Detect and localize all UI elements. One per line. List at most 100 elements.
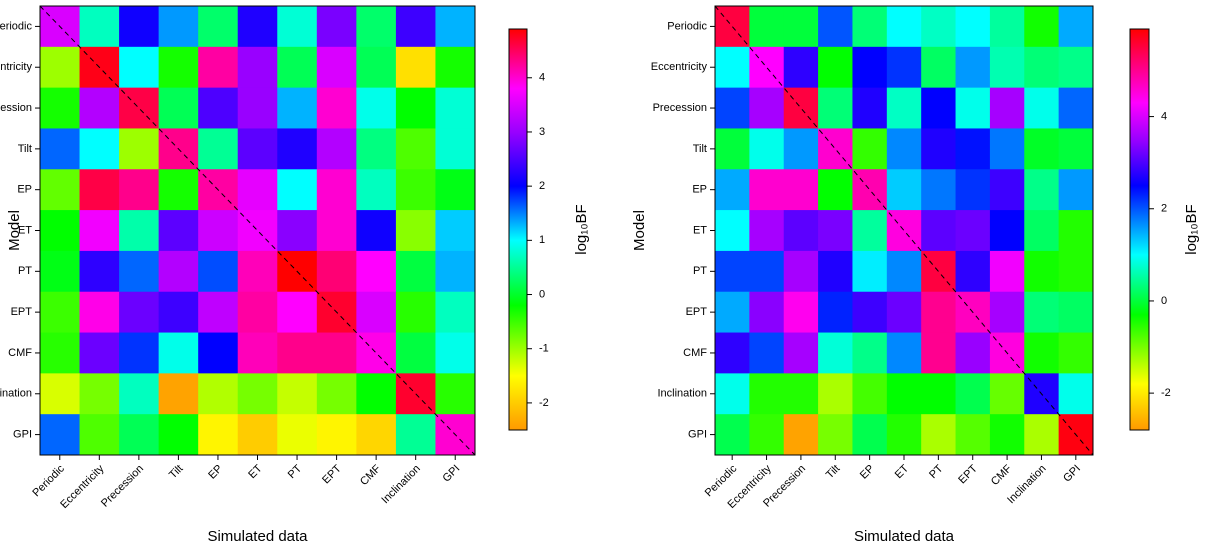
heatmap-cell [1058, 46, 1094, 89]
heatmap-cell [852, 373, 888, 415]
heatmap-cell [79, 332, 120, 374]
heatmap-cell [989, 46, 1025, 89]
y-tick-label: EPT [11, 306, 33, 318]
colorbar-tick-label: 0 [1161, 295, 1167, 307]
heatmap-cell [356, 210, 397, 252]
y-tick-label: EPT [686, 306, 708, 318]
heatmap-cell [435, 210, 476, 252]
colorbar-tick-label: -2 [1161, 387, 1171, 399]
heatmap-cell [395, 210, 436, 252]
heatmap-cell [198, 46, 239, 89]
heatmap-cell [852, 291, 888, 334]
heatmap-cell [277, 210, 318, 252]
heatmap-cell [921, 128, 957, 170]
heatmap-cell [158, 250, 199, 293]
heatmap-cell [198, 6, 239, 48]
heatmap-cell [1024, 250, 1060, 293]
heatmap-cell [783, 332, 819, 374]
heatmap-cell [237, 87, 278, 129]
y-tick-label: EP [17, 184, 32, 196]
y-tick-label: Tilt [18, 143, 32, 155]
heatmap-cell [316, 373, 357, 415]
heatmap-cell [749, 332, 785, 374]
heatmap-cell [749, 169, 785, 211]
y-tick-label: ET [693, 224, 707, 236]
heatmap-cell [435, 291, 476, 334]
heatmap-cell [395, 128, 436, 170]
heatmap-cell [79, 169, 120, 211]
heatmap-cell [395, 414, 436, 456]
heatmap-cell [886, 6, 922, 48]
heatmap-cell [356, 250, 397, 293]
heatmap-cell [989, 128, 1025, 170]
heatmap-cell [435, 6, 476, 48]
heatmap-cell [277, 169, 318, 211]
heatmap-cell [852, 169, 888, 211]
heatmap-cell [783, 250, 819, 293]
heatmap-cell [886, 332, 922, 374]
heatmap-cell [277, 46, 318, 89]
heatmap-cell [955, 373, 991, 415]
heatmap-cell [715, 291, 750, 334]
heatmap-cell [921, 46, 957, 89]
heatmap-cell [783, 6, 819, 48]
heatmap-cell [40, 128, 81, 170]
heatmap-cell [955, 87, 991, 129]
heatmap-cell [40, 250, 81, 293]
heatmap-cell [886, 291, 922, 334]
heatmap-cell [158, 332, 199, 374]
heatmap-cell [886, 128, 922, 170]
x-tick-label: ET [893, 462, 912, 481]
heatmap-cell [783, 414, 819, 456]
heatmap-cell [921, 414, 957, 456]
heatmap-cell [1024, 46, 1060, 89]
colorbar-tick-label: 0 [539, 288, 545, 300]
heatmap-cell [40, 291, 81, 334]
heatmap-cell [237, 46, 278, 89]
x-tick-label: GPI [441, 463, 463, 485]
x-tick-label: EPT [320, 463, 344, 487]
y-tick-label: Precession [0, 102, 32, 114]
heatmap-cell [158, 6, 199, 48]
heatmap-cell [79, 291, 120, 334]
heatmap-cell [356, 414, 397, 456]
heatmap-cell [989, 6, 1025, 48]
colorbar-tick-label: -2 [539, 397, 549, 409]
heatmap-cell [749, 250, 785, 293]
colorbar-tick-label: 2 [539, 180, 545, 192]
colorbar [508, 28, 528, 431]
heatmap-cell [356, 373, 397, 415]
colorbar-label: log₁₀BF [1183, 204, 1200, 254]
heatmap-cell [818, 169, 853, 211]
heatmap-cell [158, 291, 199, 334]
diagonal [714, 5, 1094, 456]
heatmap-cell [955, 250, 991, 293]
heatmap-cell [40, 169, 81, 211]
colorbar [1129, 28, 1150, 431]
colorbar-tick-label: 3 [539, 126, 545, 138]
y-tick-label: GPI [688, 428, 707, 440]
heatmap-cell [395, 87, 436, 129]
y-tick-label: Inclination [0, 388, 32, 400]
heatmap-cell [277, 414, 318, 456]
x-tick-label: ET [246, 462, 265, 481]
heatmap-cell [818, 128, 853, 170]
heatmap-cell [198, 87, 239, 129]
heatmap-cell [818, 87, 853, 129]
heatmap-cell [955, 169, 991, 211]
heatmap-cell [715, 169, 750, 211]
heatmap-cell [316, 87, 357, 129]
heatmap-cell [277, 332, 318, 374]
y-axis-label: Model [6, 210, 23, 251]
x-tick-label: Inclination [379, 463, 423, 507]
heatmap-cell [783, 210, 819, 252]
x-tick-label: Precession [99, 463, 146, 510]
heatmap-cell [989, 210, 1025, 252]
heatmap-cell [158, 373, 199, 415]
heatmap-cell [119, 373, 160, 415]
heatmap-cell [852, 332, 888, 374]
heatmap-cell [783, 128, 819, 170]
y-tick-label: GPI [13, 428, 32, 440]
heatmap-cell [79, 250, 120, 293]
heatmap-cell [1058, 169, 1094, 211]
